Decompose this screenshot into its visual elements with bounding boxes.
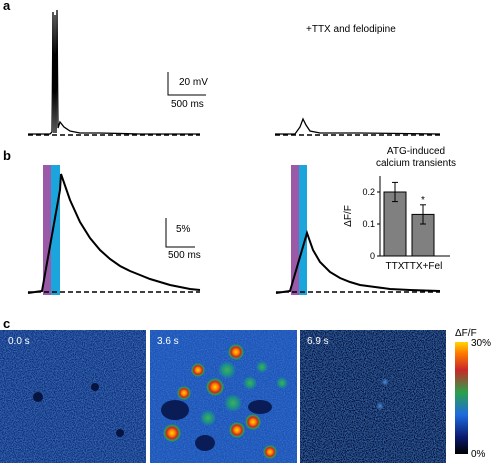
panel-c-images [0,330,468,463]
panel-b-right-stim-cyan [299,165,307,295]
panel-a-condition-label: +TTX and felodipine [306,24,396,35]
frame-time-label-0: 0.0 s [8,336,30,347]
x-tick-label: TTX+Fel [404,261,443,272]
panel-c-label: c [3,316,11,331]
frame-time-label-2: 6.9 s [307,336,329,347]
frame-time-label-1: 3.6 s [157,336,179,347]
y-tick-label: 0.1 [362,219,375,229]
colorbar [455,342,468,454]
image-frame-6.9s [300,330,446,463]
panel-b-scale-time: 500 ms [168,250,201,261]
inset-bar-chart: ATG-induced calcium transients ΔF/F 0 0.1 0… [343,146,456,272]
panel-b-right-stim-purple [291,165,299,295]
chart-title: ATG-induced calcium transients [376,146,456,169]
panel-a-label: a [3,0,11,13]
y-tick-label: 0 [370,251,375,261]
panel-b-left-trace [27,173,201,294]
panel-a-traces [28,9,441,136]
significance-marker: * [421,195,425,206]
panel-b-label: b [3,148,11,163]
colorbar-title: ΔF/F [455,328,477,339]
panel-a-scale-voltage: 20 mV [179,77,208,88]
image-frame-0s [0,330,146,463]
panel-b-right-trace [275,229,441,294]
panel-b-scale-bar [165,218,195,248]
panel-a-left-trace [28,9,200,135]
colorbar-max-label: 30% [471,338,492,349]
image-frame-3.6s [150,330,297,463]
y-tick-label: 0.2 [362,187,375,197]
panel-b-left-stim-cyan [51,165,60,295]
panel-a-scale-time: 500 ms [171,99,204,110]
panel-b-scale-percent: 5% [176,224,191,235]
panel-a-right-trace [275,117,441,135]
panel-b-left-stim-purple [43,165,51,295]
y-axis-label: ΔF/F [343,205,354,227]
x-tick-label: TTX [386,261,405,272]
panel-b-traces [27,165,441,295]
panel-a-scale-bar [167,72,206,96]
colorbar-min-label: 0% [471,449,486,460]
